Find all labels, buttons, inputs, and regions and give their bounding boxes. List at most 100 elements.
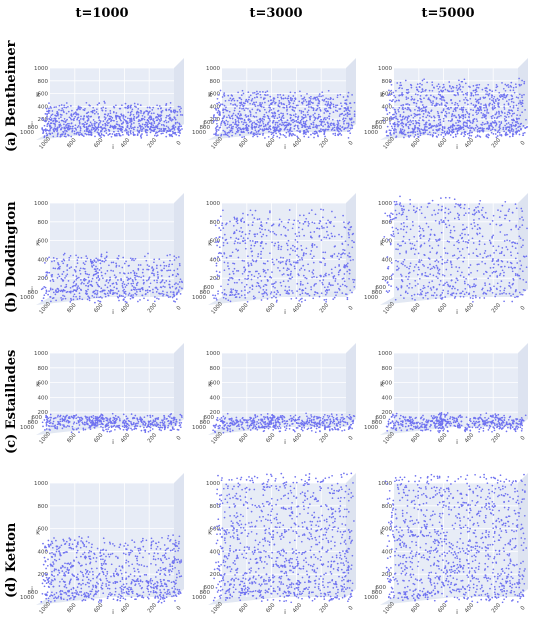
data-point	[170, 134, 172, 137]
data-point	[459, 234, 462, 237]
data-point	[300, 110, 303, 112]
data-point	[280, 233, 283, 236]
data-point	[446, 259, 449, 261]
data-point	[41, 299, 43, 302]
data-point	[480, 209, 483, 211]
data-point	[214, 257, 216, 260]
data-point	[75, 290, 78, 292]
data-point	[334, 134, 337, 137]
data-point	[447, 106, 450, 109]
data-point	[479, 199, 482, 202]
data-point	[131, 296, 134, 299]
data-point	[387, 284, 390, 286]
data-point	[49, 296, 51, 298]
data-point	[233, 281, 236, 284]
data-point	[115, 281, 118, 284]
data-point	[464, 125, 467, 128]
data-point	[519, 217, 521, 220]
data-point	[95, 289, 97, 292]
data-point	[282, 94, 285, 97]
i-tick-label: 0	[348, 140, 355, 147]
data-point	[314, 130, 317, 133]
data-point	[60, 285, 62, 287]
data-point	[472, 252, 475, 254]
data-point	[394, 111, 397, 114]
data-point	[444, 134, 447, 136]
data-point	[389, 132, 392, 135]
data-point	[502, 274, 505, 277]
data-point	[145, 121, 148, 124]
data-point	[223, 130, 226, 133]
data-point	[83, 109, 86, 112]
data-point	[473, 283, 475, 285]
data-point	[249, 102, 251, 105]
data-point	[303, 124, 306, 127]
data-point	[45, 118, 48, 120]
data-point	[75, 283, 78, 285]
data-point	[296, 121, 298, 123]
data-point	[92, 291, 95, 294]
data-point	[440, 256, 442, 258]
data-point	[481, 121, 484, 124]
data-point	[263, 269, 266, 272]
data-point	[287, 130, 290, 133]
data-point	[461, 131, 463, 134]
data-point	[97, 129, 100, 131]
data-point	[387, 265, 390, 268]
data-point	[296, 124, 299, 127]
data-point	[435, 98, 438, 100]
data-point	[414, 126, 417, 129]
data-point	[322, 94, 324, 97]
data-point	[521, 216, 523, 219]
data-point	[455, 203, 457, 205]
data-point	[266, 114, 269, 117]
data-point	[289, 113, 292, 116]
data-point	[334, 132, 337, 135]
data-point	[279, 281, 282, 284]
data-point	[405, 275, 407, 278]
data-point	[84, 121, 87, 124]
data-point	[68, 116, 71, 119]
data-point	[103, 130, 106, 133]
z-tick-label: 600	[38, 92, 49, 98]
data-point	[343, 280, 346, 283]
data-point	[284, 285, 287, 288]
data-point	[472, 127, 475, 130]
data-point	[313, 244, 316, 246]
data-point	[156, 116, 159, 118]
data-point	[270, 99, 273, 101]
data-point	[324, 251, 327, 254]
data-point	[515, 226, 517, 228]
data-point	[325, 298, 328, 301]
data-point	[152, 288, 154, 291]
data-point	[470, 271, 472, 274]
data-point	[504, 115, 506, 118]
data-point	[222, 111, 225, 114]
k-axis-label: k	[208, 91, 212, 99]
data-point	[137, 115, 140, 118]
data-point	[414, 120, 417, 122]
data-point	[106, 119, 109, 122]
data-point	[475, 93, 477, 96]
data-point	[442, 96, 445, 99]
data-point	[226, 134, 229, 137]
data-point	[223, 108, 225, 111]
data-point	[101, 133, 103, 136]
j-tick-label: 600	[376, 285, 387, 291]
data-point	[468, 207, 470, 210]
data-point	[341, 278, 344, 280]
data-point	[239, 117, 242, 120]
data-point	[423, 97, 425, 100]
data-point	[234, 132, 237, 135]
data-point	[340, 102, 342, 105]
data-point	[307, 113, 309, 116]
data-point	[243, 118, 246, 121]
data-point	[223, 293, 226, 296]
data-point	[267, 117, 270, 120]
data-point	[48, 107, 50, 110]
data-point	[124, 296, 126, 299]
z-tick-label: 400	[382, 257, 393, 263]
data-point	[98, 269, 101, 271]
data-point	[85, 255, 88, 257]
data-point	[489, 290, 491, 292]
